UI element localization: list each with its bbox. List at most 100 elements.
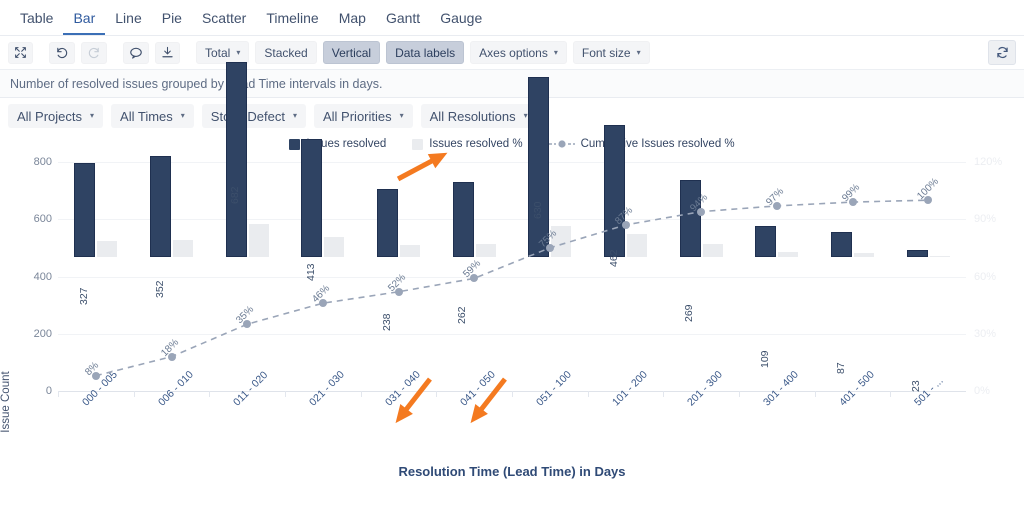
tab-bar[interactable]: Bar [63, 8, 106, 35]
legend-swatch-bar [289, 138, 301, 150]
total-label: Total [205, 45, 231, 60]
filter-label: All Times [120, 108, 173, 124]
download-icon [161, 46, 174, 59]
bar-issues-resolved-percent[interactable] [702, 243, 723, 257]
chart-description-text: Number of resolved issues grouped by Lea… [10, 76, 383, 91]
cumulative-point[interactable] [848, 198, 857, 207]
vertical-button[interactable]: Vertical [322, 41, 381, 64]
tab-gantt[interactable]: Gantt [376, 8, 430, 35]
filter-projects[interactable]: All Projects ▾ [8, 104, 104, 128]
comment-button[interactable] [123, 41, 149, 64]
x-axis-tick [512, 391, 513, 397]
refresh-button[interactable] [988, 40, 1016, 65]
bar-issues-resolved-percent[interactable] [400, 245, 420, 257]
cumulative-point[interactable] [772, 201, 781, 210]
bar-issues-resolved-percent[interactable] [854, 252, 874, 257]
stacked-button[interactable]: Stacked [255, 41, 317, 64]
download-button[interactable] [155, 41, 180, 64]
filter-priorities[interactable]: All Priorities ▾ [314, 104, 413, 128]
data-labels-label: Data labels [395, 45, 456, 60]
cumulative-point[interactable] [470, 274, 479, 283]
filter-label: All Projects [17, 108, 83, 124]
vertical-label: Vertical [331, 45, 372, 60]
bar-issues-resolved-percent[interactable] [324, 236, 345, 257]
y-axis-tick-label: 0 [45, 385, 52, 397]
chevron-down-icon: ▾ [399, 111, 404, 120]
bar-issues-resolved-percent[interactable] [248, 223, 269, 257]
expand-button[interactable] [8, 41, 33, 64]
x-axis-tick [739, 391, 740, 397]
axes-options-label: Axes options [479, 45, 548, 60]
cumulative-point[interactable] [394, 287, 403, 296]
font-size-label: Font size [581, 45, 631, 60]
total-dropdown[interactable]: Total ▾ [196, 41, 250, 64]
tab-line[interactable]: Line [105, 8, 151, 35]
bar-issues-resolved-percent[interactable] [778, 251, 799, 257]
chevron-down-icon: ▾ [523, 111, 528, 120]
cumulative-point[interactable] [167, 352, 176, 361]
tab-scatter[interactable]: Scatter [192, 8, 256, 35]
y2-axis-tick-label: 90% [974, 213, 997, 226]
bar-value-label: 109 [758, 350, 771, 368]
y-axis-tick-label: 200 [33, 327, 52, 340]
axes-options-dropdown[interactable]: Axes options ▾ [470, 41, 567, 64]
tab-table[interactable]: Table [10, 8, 63, 35]
cumulative-point[interactable] [91, 371, 100, 380]
tab-timeline[interactable]: Timeline [256, 8, 328, 35]
font-size-dropdown[interactable]: Font size ▾ [572, 41, 650, 64]
x-axis-tick [663, 391, 665, 397]
bar-issues-resolved[interactable] [679, 180, 701, 257]
bar-issues-resolved[interactable] [225, 61, 247, 257]
tab-map[interactable]: Map [329, 8, 376, 35]
tab-label: Scatter [201, 10, 247, 26]
bar-issues-resolved[interactable] [831, 232, 852, 257]
comment-icon [129, 46, 143, 60]
x-axis-tick [814, 391, 816, 397]
bar-issues-resolved-percent[interactable] [173, 239, 193, 257]
chart-toolbar: Total ▾ Stacked Vertical Data labels Axe… [0, 36, 1024, 70]
bar-issues-resolved-percent[interactable] [475, 244, 496, 257]
cumulative-point[interactable] [924, 196, 933, 205]
legend-item-issues-resolved[interactable]: Issues resolved [289, 138, 386, 150]
bar-issues-resolved[interactable] [604, 124, 625, 257]
bar-issues-resolved[interactable] [150, 156, 171, 257]
bar-issues-resolved-percent[interactable] [627, 234, 647, 257]
cumulative-point[interactable] [697, 207, 706, 216]
legend-item-issues-resolved-percent[interactable]: Issues resolved % [412, 138, 523, 150]
filter-issue-types[interactable]: Story, Defect ▾ [201, 104, 306, 128]
filter-resolutions[interactable]: All Resolutions ▾ [420, 104, 537, 128]
bar-issues-resolved[interactable] [301, 138, 323, 257]
data-labels-button[interactable]: Data labels [386, 41, 465, 64]
bar-issues-resolved[interactable] [452, 182, 474, 257]
bar-value-label: 413 [304, 263, 317, 281]
tab-label: Bar [73, 10, 96, 26]
filter-times[interactable]: All Times ▾ [111, 104, 194, 128]
x-axis-tick [209, 391, 211, 397]
x-axis-category-label: 006 - 010 [155, 368, 196, 409]
bar-issues-resolved[interactable] [528, 76, 550, 257]
tab-label: Map [338, 10, 366, 26]
x-axis-category-label: 051 - 100 [533, 368, 574, 409]
undo-button[interactable] [49, 41, 75, 64]
bar-value-label: 630 [531, 201, 544, 219]
tab-label: Line [115, 10, 142, 26]
cumulative-point[interactable] [318, 299, 327, 308]
arrow-to-percent-legend [393, 142, 455, 188]
legend-swatch-line [548, 139, 575, 149]
tab-gauge[interactable]: Gauge [430, 8, 492, 35]
y2-axis-tick-label: 60% [974, 270, 997, 283]
cumulative-point[interactable] [545, 243, 554, 252]
bar-issues-resolved-percent[interactable] [97, 240, 118, 257]
cumulative-point[interactable] [621, 220, 630, 229]
legend-swatch-bar-percent [412, 138, 424, 150]
bar-issues-resolved[interactable] [755, 225, 777, 257]
bar-issues-resolved[interactable] [377, 188, 398, 257]
x-axis-title: Resolution Time (Lead Time) in Days [398, 464, 626, 479]
tab-pie[interactable]: Pie [152, 8, 192, 35]
cumulative-point[interactable] [243, 320, 252, 329]
bar-issues-resolved[interactable] [74, 163, 96, 257]
bar-issues-resolved-percent[interactable] [929, 255, 950, 257]
bar-value-label: 352 [153, 280, 166, 299]
bar-issues-resolved[interactable] [906, 250, 928, 257]
x-axis-category-label: 201 - 300 [685, 368, 726, 409]
